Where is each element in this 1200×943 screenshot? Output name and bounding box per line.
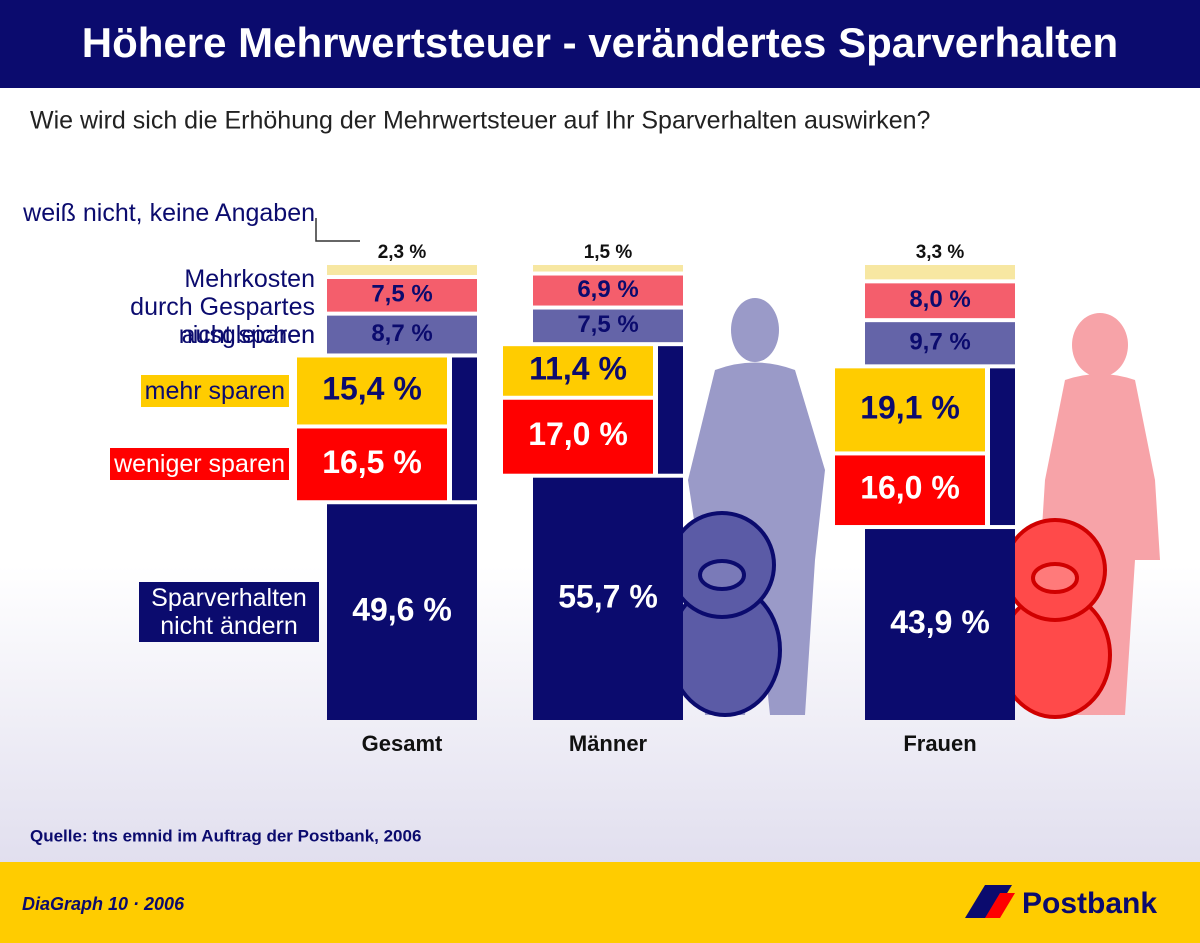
bar-segment (297, 357, 447, 425)
value-label: 55,7 % (558, 578, 658, 614)
bracket-bar (658, 346, 683, 474)
legend-label: Mehrkosten durch Gespartes ausgleichen (130, 265, 315, 350)
bar-segment (835, 368, 985, 452)
brand-logo (965, 885, 1015, 918)
value-label: 6,9 % (577, 276, 638, 303)
bar-segment (503, 346, 653, 396)
chart-subtitle: Wie wird sich die Erhöhung der Mehrwerts… (30, 107, 930, 135)
bar-segment (327, 504, 477, 720)
bar-segment (835, 455, 985, 526)
bar-segment (865, 322, 1015, 365)
title-band (0, 0, 1200, 88)
pig-red (998, 518, 1112, 719)
legend-label: weiß nicht, keine Angaben (23, 199, 315, 227)
bar-segment (865, 265, 1015, 280)
bar-segment (327, 265, 477, 276)
x-tick-label: Gesamt (362, 731, 443, 756)
bar-segment (533, 265, 683, 272)
bar-segment (533, 275, 683, 306)
value-label: 11,4 % (529, 350, 627, 386)
value-label: 17,0 % (528, 416, 628, 452)
value-label: 2,3 % (378, 242, 427, 263)
bar-segment (327, 279, 477, 312)
bar-segment (503, 399, 653, 474)
value-label: 9,7 % (909, 329, 970, 356)
bar-segment (865, 283, 1015, 319)
legend-label: Sparverhalten nicht ändern (139, 582, 319, 643)
bracket-bar (452, 357, 477, 501)
value-label: 8,7 % (371, 320, 432, 347)
value-label: 43,9 % (890, 604, 990, 640)
source: Quelle: tns emnid im Auftrag der Postban… (30, 826, 421, 845)
value-label: 15,4 % (322, 370, 422, 406)
pig-blue (668, 511, 782, 717)
leader-line (315, 218, 360, 242)
footer: DiaGraph 10 · 2006 (22, 894, 185, 914)
brand: Postbank (1022, 887, 1157, 920)
legend-label: weniger sparen (110, 448, 289, 481)
value-label: 7,5 % (371, 281, 432, 308)
bracket-bar (990, 368, 1015, 526)
value-label: 19,1 % (860, 389, 960, 425)
bar-segment (533, 309, 683, 343)
value-label: 3,3 % (916, 242, 965, 263)
value-label: 7,5 % (577, 311, 638, 338)
value-label: 1,5 % (584, 242, 633, 263)
legend-label: nicht sparen (178, 320, 315, 349)
x-tick-label: Männer (569, 731, 648, 756)
value-label: 8,0 % (909, 286, 970, 313)
legend-label: mehr sparen (140, 374, 289, 407)
value-label: 16,5 % (322, 444, 422, 480)
bar-segment (533, 477, 683, 720)
bar-segment (297, 428, 447, 501)
bar-segment (865, 529, 1015, 720)
value-label: 49,6 % (352, 592, 452, 628)
x-tick-label: Frauen (903, 731, 976, 756)
chart-title: Höhere Mehrwertsteuer - verändertes Spar… (82, 19, 1118, 66)
bar-segment (327, 315, 477, 354)
value-label: 16,0 % (860, 470, 960, 506)
